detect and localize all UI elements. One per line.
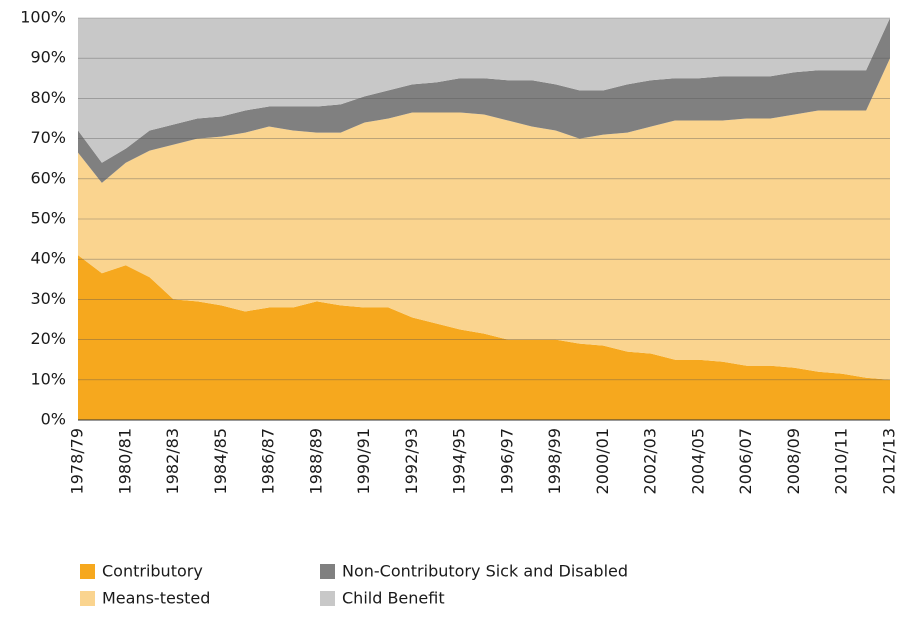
x-tick-label: 1984/85 xyxy=(211,428,230,494)
x-tick-label: 1982/83 xyxy=(163,428,182,494)
x-tick-label: 1990/91 xyxy=(354,428,373,494)
legend-label: Means-tested xyxy=(102,589,210,608)
y-tick-label: 50% xyxy=(30,209,66,228)
y-tick-label: 70% xyxy=(30,128,66,147)
legend-label: Non-Contributory Sick and Disabled xyxy=(342,562,628,581)
legend-label: Contributory xyxy=(102,562,203,581)
area xyxy=(78,18,890,183)
x-tick-label: 1992/93 xyxy=(402,428,421,494)
legend-swatch xyxy=(80,564,95,579)
x-tick-label: 2000/01 xyxy=(593,428,612,494)
y-tick-label: 40% xyxy=(30,249,66,268)
legend-label: Child Benefit xyxy=(342,589,445,608)
x-tick-label: 1998/99 xyxy=(545,428,564,494)
x-tick-label: 1988/89 xyxy=(306,428,325,494)
x-tick-label: 1978/79 xyxy=(68,428,87,494)
x-tick-label: 2008/09 xyxy=(784,428,803,494)
y-tick-label: 0% xyxy=(41,410,66,429)
y-tick-label: 60% xyxy=(30,168,66,187)
y-tick-label: 10% xyxy=(30,369,66,388)
x-tick-label: 2012/13 xyxy=(880,428,899,494)
legend-swatch xyxy=(320,564,335,579)
y-tick-label: 20% xyxy=(30,329,66,348)
x-tick-label: 1980/81 xyxy=(115,428,134,494)
y-tick-label: 90% xyxy=(30,48,66,67)
y-tick-label: 100% xyxy=(20,8,66,27)
area xyxy=(78,18,890,163)
legend-swatch xyxy=(320,591,335,606)
x-tick-label: 1986/87 xyxy=(259,428,278,494)
x-tick-label: 2010/11 xyxy=(832,428,851,494)
x-tick-label: 1994/95 xyxy=(450,428,469,494)
area xyxy=(78,255,890,420)
y-tick-label: 80% xyxy=(30,88,66,107)
y-tick-label: 30% xyxy=(30,289,66,308)
x-tick-label: 2002/03 xyxy=(641,428,660,494)
x-tick-label: 2004/05 xyxy=(688,428,707,494)
x-tick-label: 2006/07 xyxy=(736,428,755,494)
legend-swatch xyxy=(80,591,95,606)
x-tick-label: 1996/97 xyxy=(497,428,516,494)
